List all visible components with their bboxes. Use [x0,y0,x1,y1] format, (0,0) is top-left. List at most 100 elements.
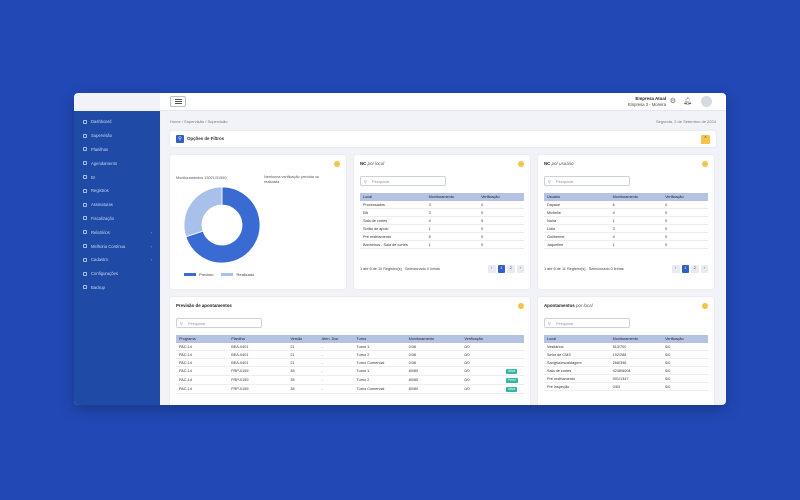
sidebar-item[interactable]: Fiscalização [74,212,160,226]
avatar[interactable] [701,96,712,107]
search-input[interactable]: ⚲ Pesquisar [360,176,446,186]
page-button[interactable]: 1 [497,265,505,273]
status-indicator-icon [518,161,524,167]
table-row[interactable]: Dayane 6 0 [544,201,708,210]
table-cell: 21 [287,358,319,368]
sidebar-item[interactable]: BI [74,170,160,184]
table-cell: Pré inspeção [544,382,610,392]
sidebar-item[interactable]: Backup [74,281,160,295]
table-row[interactable]: Vestiários 513/700 0/0 [544,343,708,352]
table-row[interactable]: PAC-14 FRP-0159 35- Turno Comercial 80/80 0/0… [176,384,524,395]
table-row[interactable]: Lidia 3 0 [544,224,708,234]
column-header[interactable] [503,335,524,343]
column-header[interactable]: Turno [353,335,406,343]
sidebar-item[interactable]: Registros [74,184,160,198]
table-row[interactable]: Setor de CMS 192/288 0/0 [544,350,708,360]
sidebar-item-label: Planilhas [91,146,108,152]
page-button[interactable]: 2 [691,265,699,273]
column-header[interactable]: Monitoramento [609,193,663,201]
column-header[interactable]: Verificação [478,193,524,201]
pager-info: 1 até 6 de 10 Registro(s) Selecionado 0 … [360,267,440,271]
status-badge[interactable]: Ativa [506,368,518,374]
table-cell: BEA-0401 [228,343,288,352]
column-header[interactable]: Versão [287,335,319,343]
table-row[interactable]: Pré resfriamento 901/1347 0/0 [544,374,708,384]
table-row[interactable]: PAC-14 BEA-0401 21- Turno 1 0/36 0/0 [176,343,524,352]
apont-local-card: Apontamentos por local ⚲ Pesquisar Local M… [538,297,714,405]
table-row[interactable]: Pré resfriamento 5 0 [360,232,524,242]
donut-slice-realizado[interactable] [183,186,223,238]
column-header[interactable]: Local [544,335,610,343]
table-row[interactable]: Banheiros - Sala de cortes 1 0 [360,240,524,250]
legend-item[interactable]: Realizado [221,272,254,277]
column-header[interactable]: Verificação [461,335,504,343]
column-header[interactable]: Monitoramento [609,335,663,343]
menu-icon [83,188,87,193]
sidebar-item[interactable]: Agendamento [74,156,160,170]
settings-icon[interactable]: ⚙ [669,98,676,105]
menu-toggle-button[interactable] [170,96,186,107]
column-header[interactable]: Local [360,193,426,201]
table-cell: 192/288 [609,350,663,360]
prev-page-button[interactable]: ‹ [488,265,496,273]
column-header[interactable]: Programa [176,335,229,343]
status-indicator-icon [702,303,708,309]
next-page-button[interactable]: › [700,265,708,273]
column-header[interactable]: Monitoramento [425,193,479,201]
legend-item[interactable]: Previsto [184,272,213,277]
search-icon: ⚲ [180,320,183,326]
sidebar-item[interactable]: Planilhas [74,143,160,157]
status-badge[interactable]: Ativa [506,386,518,392]
search-input[interactable]: ⚲ Pesquisar [544,318,630,328]
table-row[interactable]: Pré inspeção 0/63 0/0 [544,382,708,392]
sidebar-item[interactable]: Dashboard [74,115,160,129]
sidebar-item[interactable]: Supervisão [74,129,160,143]
column-header[interactable]: Verificação [662,193,708,201]
search-input[interactable]: ⚲ Pesquisar [176,318,262,328]
table-row[interactable]: PAC-14 BEA-0401 21- Turno Comercial 0/36 0/0 [176,358,524,368]
table-row[interactable]: Sotão de apoio 1 0 [360,224,524,234]
chevron-up-icon[interactable]: ⌃ [701,134,710,144]
table-row[interactable]: Guilherme 4 0 [544,232,708,242]
breadcrumb-home[interactable]: Home [170,119,181,124]
card-title: NC por usuário [544,161,574,166]
next-page-button[interactable]: › [516,265,524,273]
table-cell: 0/0 [461,343,504,352]
donut-slice-previsto[interactable] [185,186,261,264]
column-header[interactable]: Verificação [662,335,708,343]
table-row[interactable]: PAC-14 FRP-0159 35- Turno 2 80/80 0/0 Pend [176,375,524,386]
table-row[interactable]: Naira 1 0 [544,216,708,226]
sidebar-item[interactable]: Cadastro › [74,253,160,267]
table-cell: FRP-0159 [228,375,288,386]
column-header[interactable]: Aten. Doc [318,335,354,343]
prev-page-button[interactable]: ‹ [672,265,680,273]
column-header[interactable]: Usuário [544,193,610,201]
table-row[interactable]: Jaqueline 1 0 [544,240,708,250]
menu-icon [83,161,87,166]
sidebar-item[interactable]: Relatórios › [74,225,160,239]
sidebar-item[interactable]: Configurações [74,267,160,281]
table-cell [503,343,524,352]
table-cell: 0/0 [461,366,504,377]
sidebar-item[interactable]: Melhoria Contínua › [74,239,160,253]
table-row[interactable]: Sangria/escaldagem 268/396 0/0 [544,358,708,368]
company-info[interactable]: Empresa Atual Empresa 3 - Moreira [628,96,666,107]
column-header[interactable]: Monitoramento [405,335,462,343]
table-cell: BEA-0401 [228,358,288,368]
table-row[interactable]: PAC-14 FRP-0159 35- Turno 1 80/80 0/0 Ativa [176,366,524,377]
status-badge[interactable]: Pend [506,377,518,383]
column-header[interactable]: Planilha [228,335,288,343]
bell-icon[interactable]: 🔔︎ [683,98,692,105]
table-row[interactable]: Processados 3 0 [360,201,524,210]
table-row[interactable]: Sala de cortes 4 5 [360,216,524,226]
breadcrumb-level1[interactable]: Supervisão [184,119,205,124]
page-button[interactable]: 2 [507,265,515,273]
page-button[interactable]: 1 [681,265,689,273]
sidebar-item[interactable]: Assinaturas [74,198,160,212]
search-input[interactable]: ⚲ Pesquisar [544,176,630,186]
table-row[interactable]: Eiti 3 0 [360,208,524,218]
table-cell: 0/0 [662,374,708,384]
table-row[interactable]: Sala de cortes 4248/6004 0/0 [544,366,708,376]
table-row[interactable]: PAC-14 BEA-0401 21- Turno 2 0/36 0/0 [176,350,524,360]
table-row[interactable]: Michelle 4 0 [544,208,708,218]
